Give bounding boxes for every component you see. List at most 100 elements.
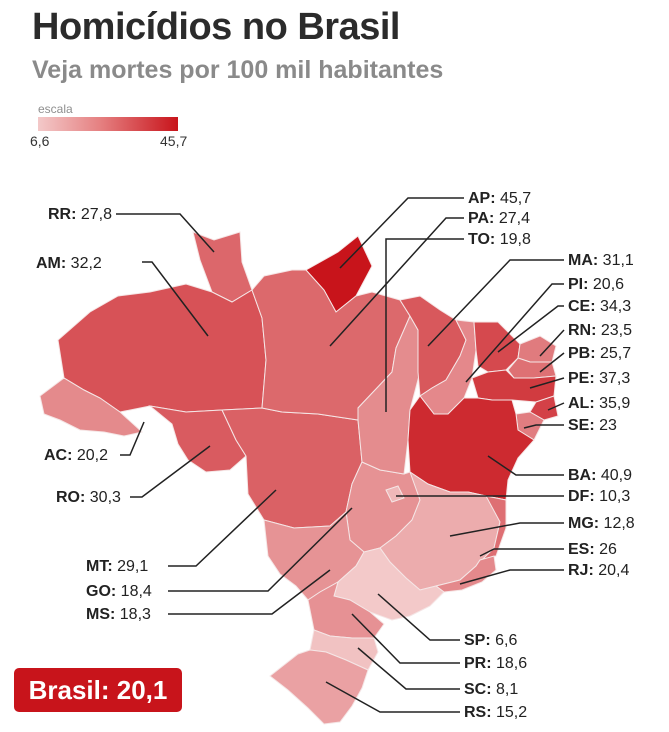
state-value: 20,6: [588, 276, 624, 293]
state-value: 32,2: [66, 255, 102, 272]
state-abbr: PR:: [464, 655, 492, 672]
state-label-ms: MS: 18,3: [86, 606, 151, 623]
state-value: 34,3: [596, 298, 632, 315]
state-label-rr: RR: 27,8: [48, 206, 112, 223]
state-label-rs: RS: 15,2: [464, 704, 527, 721]
state-value: 23: [595, 417, 617, 434]
leader-line-mt: [168, 489, 277, 567]
state-abbr: MS:: [86, 606, 115, 623]
state-label-al: AL: 35,9: [568, 395, 630, 412]
state-abbr: GO:: [86, 583, 116, 600]
state-label-es: ES: 26: [568, 541, 617, 558]
leader-line-pa: [329, 217, 464, 347]
state-label-ac: AC: 20,2: [44, 447, 108, 464]
state-value: 15,2: [492, 704, 528, 721]
state-shapes: [39, 231, 559, 725]
color-scale-bar: [38, 117, 178, 131]
state-labels: RR: 27,8 AM: 32,2 AC: 20,2 RO: 30,3 MT: 29,1…: [36, 190, 635, 721]
leader-line-rn: [539, 329, 565, 357]
state-label-pr: PR: 18,6: [464, 655, 527, 672]
state-label-mg: MG: 12,8: [568, 515, 635, 532]
state-value: 30,3: [85, 489, 121, 506]
state-label-mt: MT: 29,1: [86, 558, 148, 575]
leader-line-es: [479, 548, 564, 557]
state-value: 18,4: [116, 583, 152, 600]
state-label-ap: AP: 45,7: [468, 190, 531, 207]
state-value: 37,3: [595, 370, 631, 387]
state-label-se: SE: 23: [568, 417, 617, 434]
leader-line-rr: [116, 213, 215, 253]
state-abbr: PA:: [468, 210, 494, 227]
state-abbr: AC:: [44, 447, 72, 464]
state-label-pb: PB: 25,7: [568, 345, 631, 362]
brasil-total-value: 20,1: [116, 674, 168, 705]
state-ac: [39, 377, 144, 437]
leader-line-al: [547, 402, 565, 411]
chart-title: Homicídios no Brasil: [32, 6, 400, 48]
state-value: 31,1: [598, 252, 634, 269]
leader-line-ma: [427, 259, 564, 347]
brasil-total-badge: Brasil: 20,1: [14, 668, 182, 712]
state-abbr: PE:: [568, 370, 595, 387]
state-label-ce: CE: 34,3: [568, 298, 631, 315]
leader-line-to: [385, 238, 464, 412]
leader-line-sp: [377, 593, 460, 641]
scale-label: escala: [38, 102, 73, 116]
state-label-pi: PI: 20,6: [568, 276, 624, 293]
state-rn: [517, 335, 557, 363]
leader-line-ro: [130, 445, 211, 498]
state-label-go: GO: 18,4: [86, 583, 152, 600]
leader-line-rj: [459, 569, 564, 585]
state-value: 45,7: [496, 190, 532, 207]
state-abbr: SE:: [568, 417, 595, 434]
state-value: 10,3: [595, 488, 631, 505]
state-rj: [434, 555, 497, 593]
state-value: 20,2: [72, 447, 108, 464]
chart-subtitle: Veja mortes por 100 mil habitantes: [32, 56, 444, 84]
state-abbr: AL:: [568, 395, 595, 412]
leader-line-ap: [339, 197, 464, 269]
state-label-rj: RJ: 20,4: [568, 562, 629, 579]
state-abbr: RJ:: [568, 562, 594, 579]
state-value: 12,8: [599, 515, 635, 532]
state-abbr: MA:: [568, 252, 598, 269]
leader-line-sc: [357, 647, 460, 690]
state-mt: [221, 407, 363, 529]
leader-line-am: [142, 261, 209, 337]
state-value: 35,9: [595, 395, 631, 412]
state-al: [529, 395, 559, 421]
state-value: 23,5: [596, 322, 632, 339]
state-value: 40,9: [596, 467, 632, 484]
state-label-sc: SC: 8,1: [464, 681, 518, 698]
state-abbr: CE:: [568, 298, 596, 315]
state-abbr: MG:: [568, 515, 599, 532]
state-value: 26: [595, 541, 617, 558]
leader-line-mg: [449, 522, 564, 537]
state-label-ro: RO: 30,3: [56, 489, 121, 506]
state-label-rn: RN: 23,5: [568, 322, 632, 339]
state-abbr: AP:: [468, 190, 496, 207]
state-abbr: MT:: [86, 558, 113, 575]
leader-line-se: [523, 424, 564, 429]
state-abbr: DF:: [568, 488, 595, 505]
scale-min-label: 6,6: [30, 133, 50, 149]
leader-line-pr: [351, 613, 460, 664]
state-abbr: BA:: [568, 467, 596, 484]
leader-line-pi: [465, 283, 564, 383]
state-label-ma: MA: 31,1: [568, 252, 634, 269]
leader-line-pe: [529, 377, 565, 389]
state-label-ba: BA: 40,9: [568, 467, 632, 484]
state-value: 6,6: [491, 632, 518, 649]
state-abbr: PB:: [568, 345, 596, 362]
leader-line-ms: [168, 569, 331, 615]
state-value: 29,1: [113, 558, 149, 575]
state-value: 18,6: [492, 655, 528, 672]
state-label-am: AM: 32,2: [36, 255, 102, 272]
state-label-sp: SP: 6,6: [464, 632, 517, 649]
state-abbr: RR:: [48, 206, 76, 223]
state-value: 25,7: [596, 345, 632, 362]
state-value: 27,8: [76, 206, 112, 223]
state-label-pa: PA: 27,4: [468, 210, 530, 227]
leader-line-go: [168, 507, 353, 592]
